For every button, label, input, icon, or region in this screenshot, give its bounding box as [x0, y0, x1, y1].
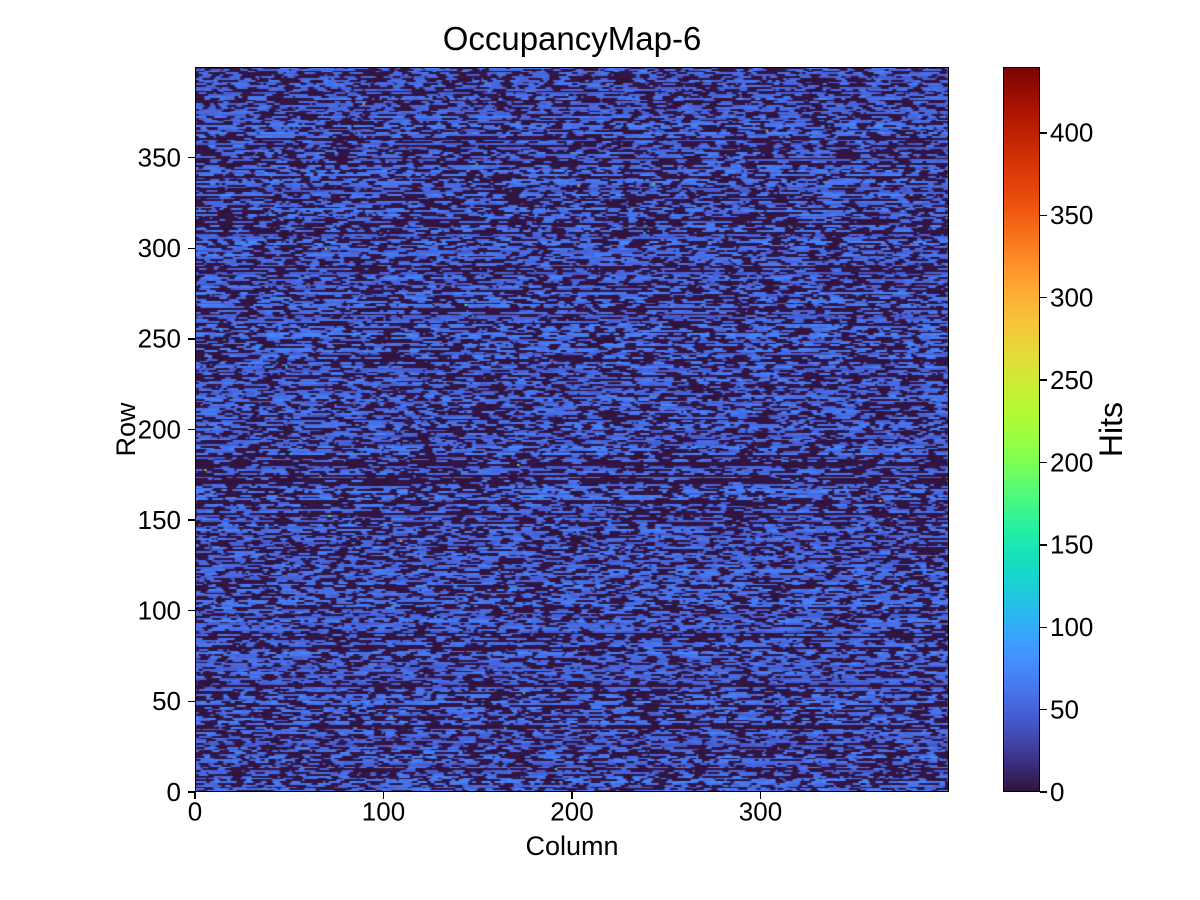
svg-text:0: 0: [1050, 777, 1064, 807]
svg-text:150: 150: [138, 505, 181, 535]
svg-text:200: 200: [138, 414, 181, 444]
svg-text:250: 250: [138, 324, 181, 354]
svg-text:Column: Column: [525, 831, 618, 861]
svg-text:100: 100: [138, 596, 181, 626]
svg-text:50: 50: [1050, 694, 1079, 724]
svg-text:300: 300: [138, 233, 181, 263]
svg-text:Hits: Hits: [1093, 402, 1129, 457]
svg-text:300: 300: [1050, 283, 1093, 313]
svg-text:50: 50: [152, 686, 181, 716]
svg-text:300: 300: [739, 796, 782, 826]
svg-text:250: 250: [1050, 365, 1093, 395]
svg-text:0: 0: [167, 777, 181, 807]
svg-text:200: 200: [550, 796, 593, 826]
svg-text:350: 350: [138, 142, 181, 172]
svg-text:Row: Row: [111, 402, 141, 457]
svg-text:400: 400: [1050, 118, 1093, 148]
svg-text:350: 350: [1050, 200, 1093, 230]
svg-text:OccupancyMap-6: OccupancyMap-6: [443, 20, 702, 57]
svg-text:200: 200: [1050, 447, 1093, 477]
svg-text:150: 150: [1050, 530, 1093, 560]
svg-text:0: 0: [188, 796, 202, 826]
svg-text:100: 100: [1050, 612, 1093, 642]
svg-text:100: 100: [362, 796, 405, 826]
